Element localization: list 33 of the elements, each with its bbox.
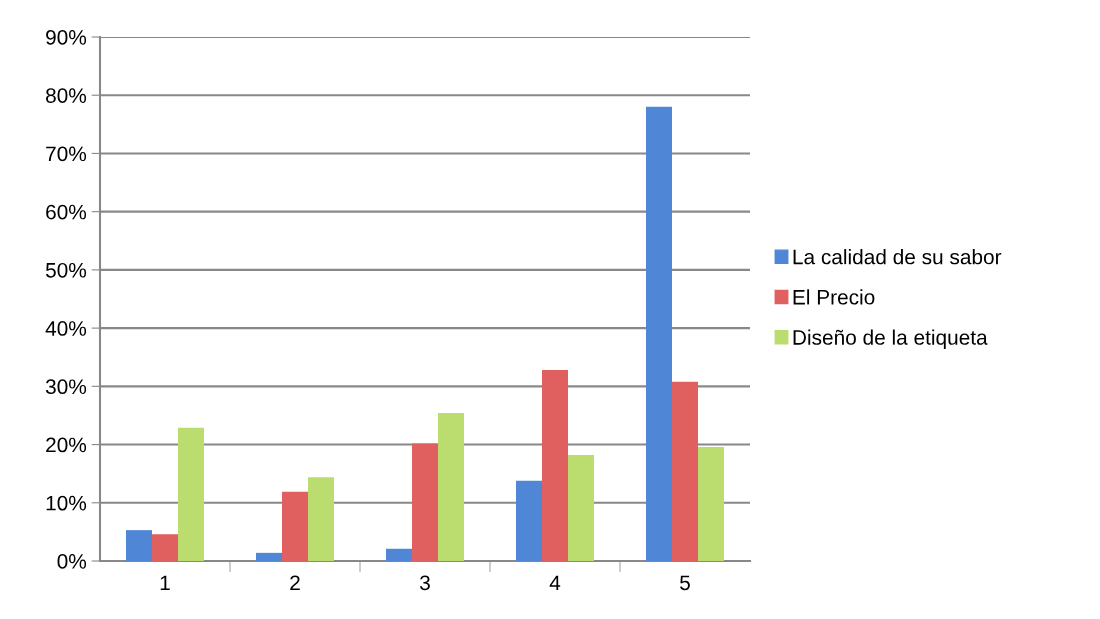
y-tick-label: 90% bbox=[46, 30, 87, 45]
y-tick-label: 0% bbox=[57, 554, 87, 569]
y-tick-label: 20% bbox=[46, 437, 87, 453]
y-tick-label: 30% bbox=[45, 379, 87, 395]
x-tick-label: 2 bbox=[290, 575, 300, 590]
bar bbox=[256, 552, 282, 561]
x-tick-label: 4 bbox=[549, 575, 561, 590]
legend-label: El Precio bbox=[793, 289, 875, 305]
bar bbox=[672, 381, 698, 561]
bar bbox=[516, 480, 542, 561]
legend-label: La calidad de su sabor bbox=[793, 249, 1002, 265]
bar bbox=[646, 106, 672, 561]
bar bbox=[698, 446, 724, 561]
x-tick-label: 5 bbox=[680, 575, 690, 591]
y-tick-label: 50% bbox=[45, 262, 87, 278]
bar bbox=[412, 443, 438, 561]
bar bbox=[152, 534, 178, 561]
x-tick-label: 1 bbox=[160, 575, 170, 590]
bar bbox=[386, 548, 412, 561]
y-tick-label: 70% bbox=[46, 146, 87, 162]
y-tick-label: 80% bbox=[46, 88, 87, 103]
y-tick-label: 40% bbox=[45, 321, 87, 336]
bar bbox=[282, 491, 308, 561]
y-tick-label: 60% bbox=[46, 204, 87, 220]
bar bbox=[126, 530, 152, 561]
bar bbox=[568, 455, 594, 561]
bar bbox=[308, 477, 334, 561]
y-tick-label: 10% bbox=[46, 495, 87, 511]
bar bbox=[178, 427, 204, 561]
bar bbox=[438, 413, 464, 561]
legend-label: Diseño de la etiqueta bbox=[793, 329, 988, 349]
bar bbox=[542, 370, 568, 561]
x-tick-label: 3 bbox=[420, 575, 430, 591]
